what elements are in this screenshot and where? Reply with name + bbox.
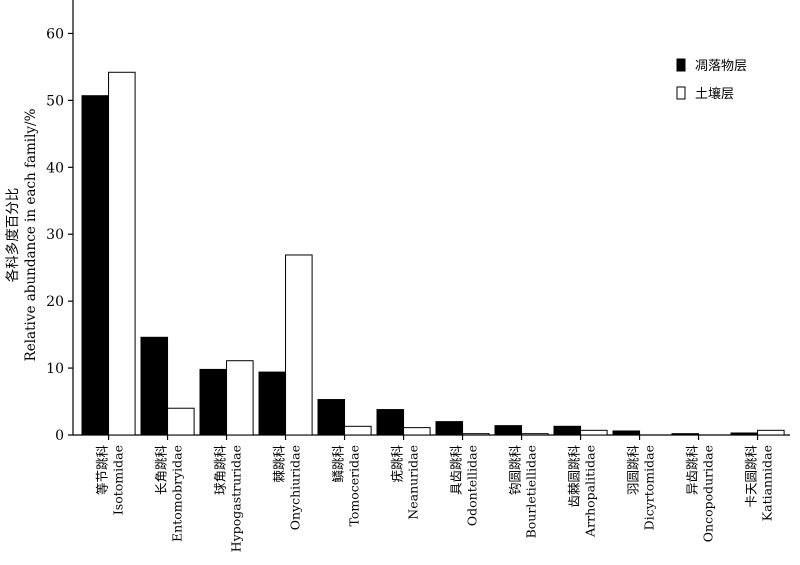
bar-soil — [757, 429, 785, 436]
bar-litter — [140, 336, 169, 436]
y-tick-label: 50 — [46, 93, 64, 109]
y-tick-label: 40 — [46, 160, 64, 176]
category-label-en: Arrhopalitidae — [583, 445, 598, 538]
category-label-en: Isotomidae — [111, 445, 126, 515]
y-tick-label: 30 — [46, 227, 64, 243]
bar-litter — [435, 421, 464, 436]
bar-soil — [167, 407, 195, 436]
bar-litter — [730, 432, 759, 436]
bar-litter — [671, 433, 700, 436]
category-label-zh: 具齿跳科 — [449, 445, 464, 496]
category-label-en: Entomobryidae — [170, 445, 185, 542]
y-tick-label: 10 — [46, 361, 64, 377]
bar-litter — [553, 425, 582, 436]
category-label-zh: 疣跳科 — [390, 445, 405, 483]
bar-soil — [580, 429, 608, 436]
legend-label-soil: 土壤层 — [695, 86, 734, 102]
bar-soil — [108, 71, 136, 436]
category-label-en: Neanuridae — [406, 445, 421, 520]
bar-soil — [462, 433, 490, 436]
category-label-zh: 球角跳科 — [213, 445, 228, 496]
bar-litter — [494, 425, 523, 436]
legend-label-litter: 凋落物层 — [695, 59, 747, 74]
category-label-zh: 齿棘圆跳科 — [567, 445, 582, 508]
category-label-zh: 钩圆跳科 — [508, 445, 523, 496]
category-label-en: Dicyrtomidae — [642, 445, 657, 530]
bar-litter — [258, 371, 287, 436]
bar-soil — [226, 360, 254, 436]
category-label-zh: 棘跳科 — [272, 445, 287, 483]
category-label-zh: 卡天圆跳科 — [744, 445, 759, 508]
bar-litter — [81, 95, 110, 436]
y-axis-label-en: Relative abundance in each family/% — [23, 108, 39, 361]
bar-soil — [403, 427, 431, 436]
y-tick-label: 0 — [55, 428, 64, 444]
bar-soil — [344, 425, 372, 436]
category-label-en: Bourletiellidae — [524, 445, 539, 538]
y-axis-label-zh: 各科多度百分比 — [4, 188, 21, 283]
y-tick-label: 20 — [46, 294, 64, 310]
legend-swatch-soil — [676, 86, 686, 100]
y-tick-label: 60 — [46, 26, 64, 42]
bar-litter — [317, 399, 346, 436]
category-label-en: Odontellidae — [465, 445, 480, 526]
category-label-zh: 鳞跳科 — [331, 445, 346, 483]
category-label-en: Tomoceridae — [347, 445, 362, 527]
bar-soil — [285, 254, 313, 436]
category-label-en: Oncopoduridae — [701, 445, 716, 542]
category-label-zh: 异齿跳科 — [685, 445, 700, 496]
plot-area: 0 10 20 30 40 50 60 等节跳科 Isotomidae 长角跳科 Entomobry… — [46, 0, 790, 552]
legend: 凋落物层 土壤层 — [676, 58, 747, 102]
category-label-en: Katiannidae — [760, 445, 775, 521]
category-label-zh: 羽圆跳科 — [626, 445, 641, 496]
bar-litter — [199, 368, 228, 436]
bar-litter — [376, 409, 405, 436]
category-label-zh: 等节跳科 — [95, 445, 110, 496]
category-label-zh: 长角跳科 — [154, 445, 169, 496]
bar-soil — [521, 433, 549, 436]
bar-litter — [612, 430, 641, 436]
category-label-en: Onychiuridae — [288, 445, 303, 530]
category-label-en: Hypogastruridae — [229, 445, 244, 552]
legend-swatch-litter — [676, 58, 686, 72]
